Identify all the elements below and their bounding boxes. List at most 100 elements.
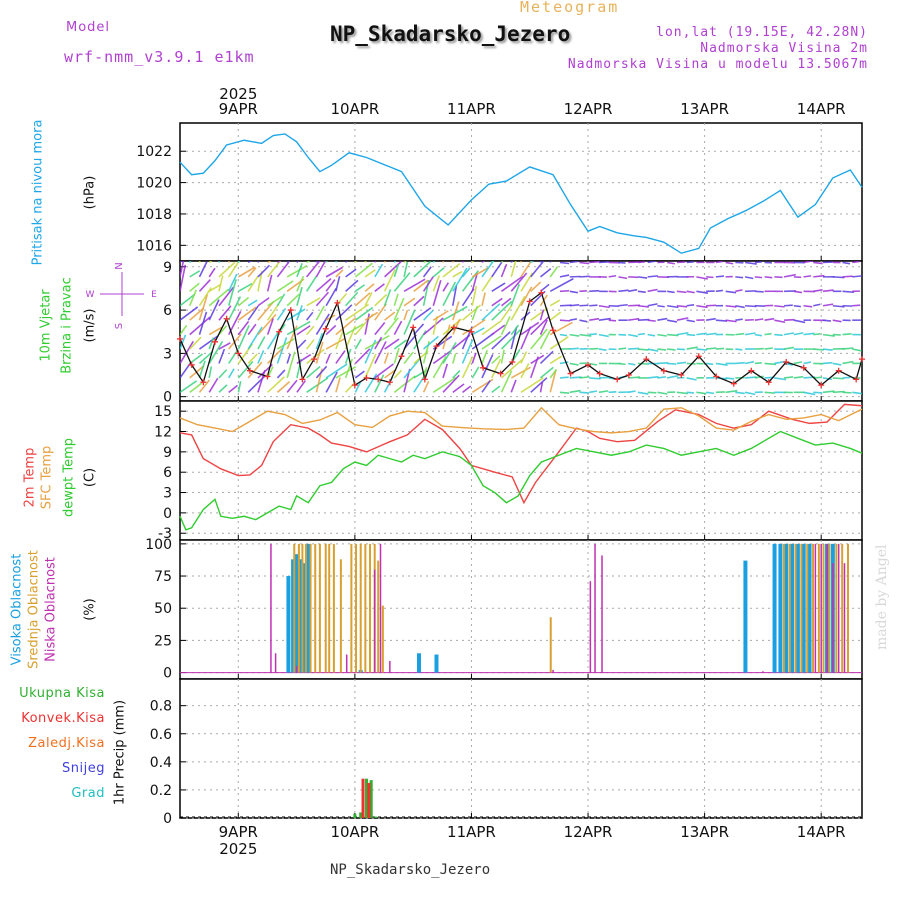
wind-arrow <box>238 266 256 278</box>
wind-arrow <box>237 325 250 350</box>
wind-arrow <box>569 389 581 394</box>
wind-arrow <box>676 304 688 308</box>
wind-arrow <box>754 333 763 337</box>
wind-arrow <box>706 391 715 395</box>
wind-arrow <box>393 320 403 335</box>
wind-arrow <box>754 318 764 321</box>
wind-arrow <box>403 334 417 350</box>
mid-cloud-bar <box>314 543 317 673</box>
wind-arrow <box>822 319 832 322</box>
wind-arrow <box>667 333 679 337</box>
wind-arrow <box>637 318 650 321</box>
wind-arrow <box>403 309 416 335</box>
wind-gust-marker <box>177 335 183 342</box>
wind-arrow <box>657 317 668 321</box>
wind-arrow <box>510 272 528 292</box>
wind-arrow <box>432 350 451 365</box>
wind-arrow <box>715 347 725 350</box>
mid-cloud-bar <box>817 543 820 673</box>
wind-panel: 0 3 6 9 <box>163 260 865 406</box>
wind-arrow <box>345 381 356 393</box>
wind-arrow <box>208 267 216 278</box>
wind-arrow <box>471 352 477 364</box>
wind-arrow <box>189 382 203 393</box>
wind-arrow <box>793 361 803 365</box>
wind-arrow <box>491 355 501 365</box>
wind-arrow <box>491 324 506 336</box>
wind-arrow <box>266 318 274 335</box>
high-cloud-bar <box>306 543 311 673</box>
wind-arrow <box>618 362 626 366</box>
precip-panel: 0 0.2 0.4 0.6 0.8 <box>150 678 863 827</box>
wind-arrow <box>852 261 860 264</box>
wind-arrow <box>383 317 399 336</box>
wind-arrow <box>413 295 425 307</box>
wind-gust-marker <box>351 382 358 389</box>
mid-cloud-bar <box>301 543 304 673</box>
wind-arrow <box>218 275 224 292</box>
wind-arrow <box>267 331 280 350</box>
high-cloud-bar <box>807 543 812 673</box>
high-cloud-bar <box>294 554 299 673</box>
wind-arrow <box>539 319 548 335</box>
wind-arrow <box>842 275 853 278</box>
wind-arrow <box>579 319 588 323</box>
wind-gust-marker <box>421 376 428 383</box>
wind-arrow <box>364 313 370 335</box>
wind-gust-marker <box>311 356 318 363</box>
compass-s: S <box>114 323 125 329</box>
low-cloud-bar <box>601 555 603 673</box>
wind-arrow <box>471 267 489 278</box>
wind-arrow <box>842 290 855 294</box>
wind-arrow <box>735 348 743 351</box>
wind-gust-marker <box>497 370 504 377</box>
compass-n: N <box>114 262 125 269</box>
y-tick-label-1022: 1022 <box>136 144 172 160</box>
wind-arrow <box>325 371 338 393</box>
wind-arrow <box>306 297 321 307</box>
wind-arrow <box>549 336 569 350</box>
wind-arrow <box>247 353 258 365</box>
mid-cloud-bar <box>293 543 296 673</box>
wind-arrow <box>706 362 714 366</box>
low-cloud-bar <box>820 543 822 673</box>
wind-arrow <box>618 289 629 293</box>
conv-precip-bar <box>361 778 365 818</box>
wind-arrow <box>822 303 834 307</box>
wind-arrow <box>393 347 400 364</box>
wind-arrow <box>589 377 601 380</box>
wind-arrow <box>500 359 523 379</box>
wind-arrow <box>354 306 374 321</box>
wind-arrow <box>364 373 378 393</box>
wind-arrow <box>559 274 570 278</box>
wind-arrow <box>491 300 513 321</box>
wind-arrow <box>549 266 559 278</box>
wind-arrow <box>442 324 451 350</box>
wind-arrow <box>725 377 735 380</box>
low-cloud-bar <box>379 543 382 673</box>
mid-cloud-bar <box>788 543 791 673</box>
wind-arrow <box>657 304 665 308</box>
wind-arrow <box>247 275 259 292</box>
wind-arrow <box>549 369 557 393</box>
wind-arrow <box>598 317 611 321</box>
wind-arrow <box>676 261 686 264</box>
high-cloud-bar <box>743 560 748 673</box>
wind-arrow <box>452 369 461 379</box>
wind-arrow <box>354 348 371 365</box>
wind-arrow <box>696 348 708 351</box>
wind-arrow <box>530 307 549 321</box>
wind-arrow <box>306 311 314 321</box>
top-date-label-11APR: 11APR <box>447 100 496 118</box>
y-tick-label-0: 0 <box>163 506 172 522</box>
mid-cloud-bar <box>828 543 831 673</box>
wind-arrow <box>393 263 400 278</box>
wind-arrow <box>296 325 311 336</box>
wind-arrow <box>520 363 530 379</box>
wind-arrow <box>510 326 518 350</box>
wind-arrow <box>423 317 444 336</box>
wind-arrow <box>667 319 678 323</box>
y-tick-label-0: 0 <box>163 811 172 827</box>
wind-arrow <box>637 362 649 365</box>
wind-arrow <box>637 276 648 279</box>
